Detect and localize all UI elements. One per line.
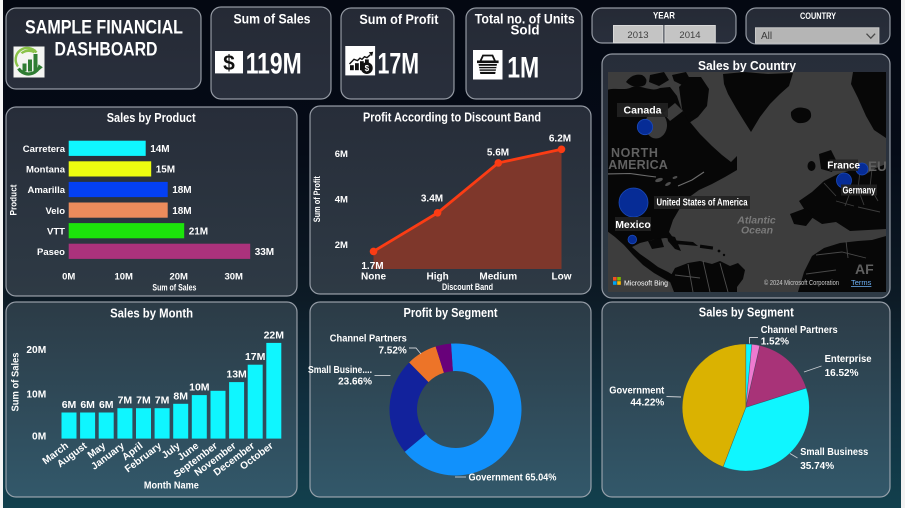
svg-text:1M: 1M: [507, 52, 539, 85]
svg-text:Sales by Country: Sales by Country: [698, 58, 797, 73]
svg-text:10M: 10M: [189, 382, 210, 394]
svg-text:Profit by Segment: Profit by Segment: [404, 305, 499, 320]
svg-text:15M: 15M: [156, 165, 175, 176]
svg-text:Total no. of Units: Total no. of Units: [475, 12, 575, 27]
svg-text:0M: 0M: [62, 271, 75, 282]
svg-text:6M: 6M: [62, 399, 77, 411]
svg-text:Channel Partners: Channel Partners: [330, 334, 407, 345]
svg-text:$: $: [365, 64, 370, 73]
svg-text:6M: 6M: [335, 149, 348, 160]
svg-text:Germany: Germany: [843, 186, 876, 197]
svg-text:7.52%: 7.52%: [378, 345, 406, 356]
svg-text:20M: 20M: [169, 271, 188, 282]
svg-text:© 2024 Microsoft Corporation: © 2024 Microsoft Corporation: [764, 278, 839, 287]
svg-text:Atlantic: Atlantic: [736, 215, 776, 227]
svg-text:AF: AF: [855, 261, 874, 277]
svg-text:SAMPLE FINANCIAL: SAMPLE FINANCIAL: [25, 17, 183, 39]
svg-text:14M: 14M: [150, 144, 169, 155]
svg-text:Velo: Velo: [45, 206, 65, 217]
svg-text:Medium: Medium: [479, 271, 517, 282]
svg-text:13M: 13M: [226, 369, 247, 381]
svg-text:6M: 6M: [99, 399, 114, 411]
svg-text:Sold: Sold: [511, 23, 540, 38]
svg-text:2013: 2013: [627, 30, 648, 41]
svg-text:Product: Product: [8, 185, 18, 216]
svg-text:All: All: [761, 31, 772, 42]
svg-text:18M: 18M: [172, 185, 191, 196]
svg-text:Mexico: Mexico: [615, 219, 651, 231]
svg-text:2014: 2014: [679, 30, 700, 41]
svg-text:8M: 8M: [173, 390, 188, 402]
svg-text:Channel Partners: Channel Partners: [761, 325, 838, 336]
svg-text:Small Busine....: Small Busine....: [308, 365, 372, 376]
svg-text:1.7M: 1.7M: [361, 261, 383, 272]
svg-text:Sales by Segment: Sales by Segment: [699, 305, 795, 320]
svg-text:Discount Band: Discount Band: [442, 282, 493, 292]
svg-text:VTT: VTT: [47, 226, 65, 237]
svg-text:Montana: Montana: [26, 165, 66, 176]
svg-text:AMERICA: AMERICA: [608, 158, 668, 172]
svg-text:Profit According to Discount B: Profit According to Discount Band: [363, 110, 541, 125]
svg-text:High: High: [426, 271, 448, 282]
svg-text:4M: 4M: [335, 195, 348, 206]
svg-text:33M: 33M: [255, 247, 274, 258]
svg-text:France: France: [827, 161, 860, 172]
svg-text:Sum of Profit: Sum of Profit: [359, 12, 438, 27]
svg-text:Sum of Sales: Sum of Sales: [9, 352, 21, 411]
svg-text:Amarilla: Amarilla: [28, 185, 66, 196]
svg-text:23.66%: 23.66%: [338, 377, 372, 388]
svg-text:7M: 7M: [118, 395, 133, 407]
svg-text:119M: 119M: [246, 47, 302, 80]
svg-text:6M: 6M: [80, 399, 95, 411]
svg-text:Government 65.04%: Government 65.04%: [469, 472, 557, 483]
svg-text:NORTH: NORTH: [611, 146, 658, 160]
svg-text:EUR: EUR: [868, 159, 897, 174]
svg-text:Enterprise: Enterprise: [825, 354, 872, 365]
svg-text:Ocean: Ocean: [741, 225, 773, 237]
svg-text:5.6M: 5.6M: [487, 147, 509, 158]
svg-text:Sales by Product: Sales by Product: [107, 110, 197, 125]
svg-text:Sales by Month: Sales by Month: [110, 306, 193, 321]
svg-text:3.4M: 3.4M: [421, 193, 443, 204]
svg-text:17M: 17M: [378, 47, 420, 80]
svg-text:None: None: [361, 271, 386, 282]
svg-text:Small Business: Small Business: [800, 447, 868, 458]
svg-text:United States of America: United States of America: [657, 198, 748, 209]
svg-text:Canada: Canada: [624, 105, 662, 117]
svg-text:Sum of Profit: Sum of Profit: [312, 176, 322, 222]
svg-text:10M: 10M: [114, 271, 133, 282]
svg-text:Government: Government: [609, 386, 665, 397]
svg-text:0M: 0M: [32, 432, 46, 443]
svg-text:DASHBOARD: DASHBOARD: [55, 39, 158, 61]
svg-text:Low: Low: [552, 271, 572, 282]
svg-text:35.74%: 35.74%: [800, 461, 834, 472]
svg-text:Microsoft Bing: Microsoft Bing: [624, 279, 668, 288]
svg-text:2M: 2M: [335, 240, 348, 251]
svg-text:20M: 20M: [26, 345, 46, 356]
svg-text:Sum of Sales: Sum of Sales: [234, 12, 311, 27]
svg-text:1.52%: 1.52%: [761, 336, 789, 347]
svg-text:Month Name: Month Name: [144, 481, 199, 492]
svg-text:30M: 30M: [224, 271, 243, 282]
svg-text:Sum of Sales: Sum of Sales: [152, 283, 196, 293]
svg-text:Paseo: Paseo: [37, 247, 65, 258]
svg-text:7M: 7M: [155, 395, 170, 407]
svg-text:22M: 22M: [264, 329, 285, 341]
svg-text:17M: 17M: [245, 351, 266, 363]
svg-text:YEAR: YEAR: [653, 11, 675, 22]
svg-text:$: $: [223, 52, 235, 75]
svg-text:COUNTRY: COUNTRY: [800, 11, 837, 22]
svg-text:21M: 21M: [189, 226, 208, 237]
svg-text:10M: 10M: [26, 390, 46, 401]
svg-text:7M: 7M: [136, 395, 151, 407]
svg-text:6.2M: 6.2M: [549, 133, 571, 144]
svg-text:44.22%: 44.22%: [630, 397, 664, 408]
svg-text:16.52%: 16.52%: [825, 368, 859, 379]
svg-text:18M: 18M: [172, 206, 191, 217]
svg-text:Carretera: Carretera: [23, 144, 66, 155]
svg-text:Terms: Terms: [851, 278, 872, 287]
